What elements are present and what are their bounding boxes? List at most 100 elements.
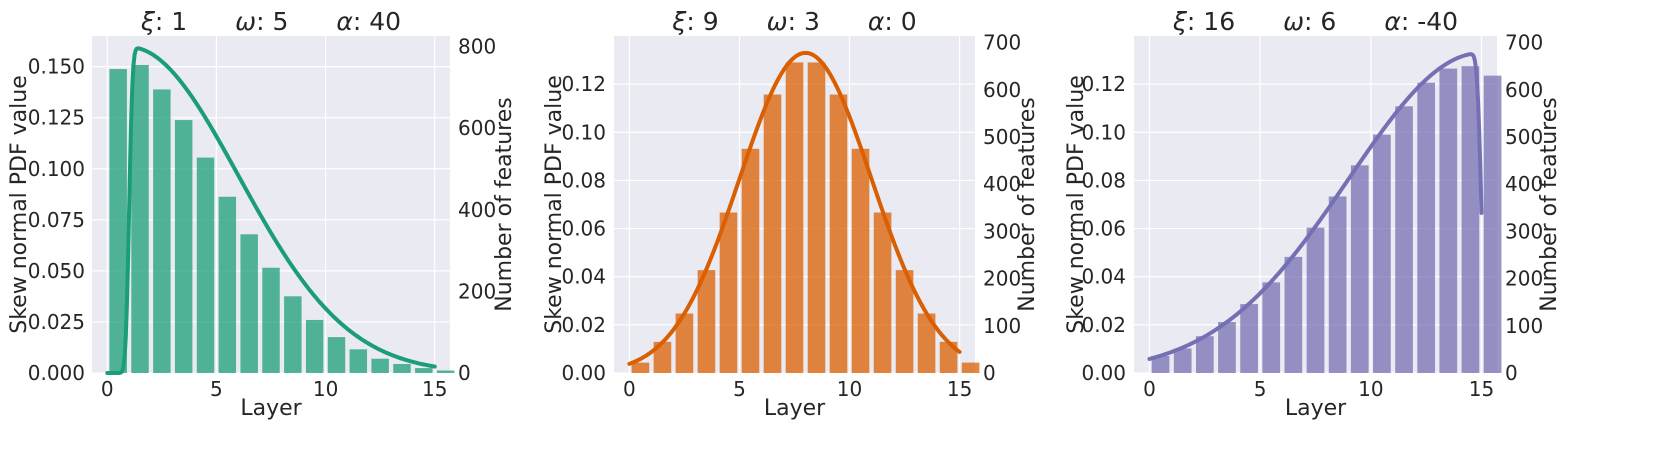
y-left-tick-label: 0.000 [28, 361, 85, 385]
y-right-tick-label: 700 [983, 31, 1021, 55]
y-right-tick-label: 200 [458, 279, 496, 303]
title-colon: : [1401, 7, 1417, 36]
title-colon: : [353, 7, 369, 36]
title-value-alpha: 40 [369, 7, 401, 36]
bar-layer-0 [1151, 356, 1170, 373]
x-tick-label: 0 [101, 377, 114, 401]
y-right-axis-label: Number of features [1015, 97, 1040, 311]
y-right-tick-label: 600 [983, 78, 1021, 102]
y-left-tick-label: 0.025 [28, 310, 85, 334]
bar-layer-4 [1240, 304, 1258, 373]
y-left-axis-label: Skew normal PDF value [1064, 75, 1089, 333]
y-right-tick-label: 200 [983, 267, 1021, 291]
bar-layer-12 [895, 270, 914, 373]
bar-layer-4 [719, 212, 738, 373]
y-left-tick-label: 0.02 [1081, 313, 1126, 337]
bar-layer-3 [174, 120, 193, 373]
bar-layer-1 [131, 64, 149, 373]
y-left-tick-label: 0.00 [1081, 361, 1126, 385]
y-left-tick-label: 0.125 [28, 106, 85, 130]
y-right-tick-label: 500 [1505, 125, 1543, 149]
bar-layer-1 [653, 341, 672, 373]
title-value-alpha: 0 [901, 7, 917, 36]
title-value-omega: 5 [272, 7, 288, 36]
panel-2: 0.000.020.040.060.080.100.12010020030040… [542, 7, 1040, 421]
x-tick-label: 0 [1143, 377, 1156, 401]
bar-layer-0 [631, 362, 650, 373]
title-symbol-omega: ω [767, 7, 788, 36]
y-right-tick-label: 600 [1505, 78, 1543, 102]
y-right-tick-label: 700 [1505, 31, 1543, 55]
x-tick-label: 10 [1358, 377, 1383, 401]
bar-layer-8 [1328, 196, 1347, 373]
bar-layer-8 [807, 62, 826, 374]
bar-layer-12 [1417, 82, 1436, 373]
y-left-tick-label: 0.08 [1081, 168, 1126, 192]
y-right-tick-label: 400 [983, 172, 1021, 196]
y-left-tick-label: 0.075 [28, 208, 85, 232]
title-colon: : [788, 7, 804, 36]
title-colon: : [256, 7, 272, 36]
x-tick-label: 0 [623, 377, 636, 401]
y-left-tick-label: 0.12 [561, 72, 606, 96]
title-colon: : [884, 7, 900, 36]
x-tick-label: 5 [1254, 377, 1267, 401]
x-axis-label: Layer [764, 396, 826, 421]
bar-layer-14 [415, 368, 433, 373]
x-axis-label: Layer [1285, 396, 1347, 421]
title-symbol-xi: ξ [1172, 7, 1188, 36]
title-symbol-alpha: α [868, 7, 885, 36]
y-left-tick-label: 0.10 [1081, 120, 1126, 144]
bar-layer-15 [961, 362, 980, 373]
y-right-tick-label: 100 [1505, 314, 1543, 338]
x-tick-label: 15 [1469, 377, 1494, 401]
y-left-tick-label: 0.06 [1081, 217, 1126, 241]
y-right-tick-label: 200 [1505, 267, 1543, 291]
y-right-tick-label: 500 [983, 125, 1021, 149]
y-left-axis-label: Skew normal PDF value [542, 75, 567, 333]
y-right-tick-label: 100 [983, 314, 1021, 338]
bar-layer-15 [436, 370, 455, 373]
bar-layer-11 [873, 212, 892, 373]
y-left-tick-label: 0.04 [1081, 265, 1126, 289]
bar-layer-9 [1350, 165, 1369, 373]
bar-layer-7 [1306, 227, 1325, 373]
y-left-tick-label: 0.12 [1081, 72, 1126, 96]
y-left-tick-label: 0.10 [561, 120, 606, 144]
title-colon: : [686, 7, 702, 36]
title-value-omega: 6 [1320, 7, 1336, 36]
y-right-axis-label: Number of features [1537, 97, 1562, 311]
y-left-tick-label: 0.08 [561, 168, 606, 192]
bar-layer-15 [1483, 75, 1502, 373]
bar-layer-2 [1195, 336, 1214, 373]
x-tick-label: 15 [422, 377, 447, 401]
bar-layer-6 [1284, 256, 1303, 373]
bar-layer-5 [1262, 282, 1281, 373]
title-value-xi: 1 [171, 7, 187, 36]
bar-layer-14 [939, 341, 958, 373]
bar-layer-13 [393, 364, 411, 373]
y-right-tick-label: 300 [983, 219, 1021, 243]
panel-3: 0.00 0.02 0.04 0.06 0.08 0.10 0.12 0 100 200 300 40… [1064, 7, 1562, 421]
y-right-tick-label: 400 [1505, 172, 1543, 196]
y-right-tick-label: 0 [458, 361, 471, 385]
bar-layer-3 [1218, 322, 1236, 373]
y-right-axis-label: Number of features [492, 97, 517, 311]
bar-layer-1 [1173, 348, 1192, 373]
bar-layer-4 [196, 157, 215, 373]
y-right-tick-label: 300 [1505, 219, 1543, 243]
bar-layer-13 [917, 313, 936, 373]
y-left-tick-label: 0.04 [561, 265, 606, 289]
panel-1: 0.000 0.025 0.050 0.075 0.100 0.125 0.150 0 200 4… [7, 7, 517, 421]
pdf-curve [1147, 52, 1484, 361]
y-left-tick-label: 0.050 [28, 259, 85, 283]
y-right-tick-label: 600 [458, 116, 496, 140]
y-left-tick-label: 0.06 [561, 217, 606, 241]
y-right-tick-label: 800 [458, 35, 496, 59]
bar-layer-0 [109, 69, 127, 374]
title-symbol-alpha: α [336, 7, 353, 36]
bar-layer-13 [1439, 68, 1458, 373]
bar-layer-10 [851, 148, 870, 373]
title-value-xi: 9 [703, 7, 719, 36]
